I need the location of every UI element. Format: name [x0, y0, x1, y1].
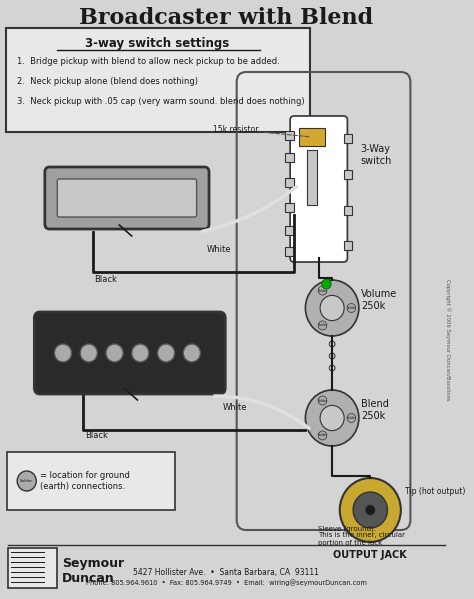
- Text: 5427 Hollister Ave.  •  Santa Barbara, CA  93111: 5427 Hollister Ave. • Santa Barbara, CA …: [133, 568, 319, 577]
- Circle shape: [305, 280, 359, 336]
- Circle shape: [353, 492, 387, 528]
- Text: Solder: Solder: [346, 306, 356, 310]
- Circle shape: [157, 344, 174, 362]
- Circle shape: [329, 341, 335, 347]
- Text: Phone: 805.964.9610  •  Fax: 805.964.9749  •  Email:  wiring@seymourDuncan.com: Phone: 805.964.9610 • Fax: 805.964.9749 …: [86, 580, 366, 586]
- Circle shape: [55, 344, 72, 362]
- Circle shape: [320, 406, 344, 431]
- Text: Volume
250k: Volume 250k: [361, 289, 397, 311]
- Circle shape: [318, 396, 327, 405]
- Circle shape: [340, 478, 401, 542]
- Bar: [8, 548, 57, 588]
- Circle shape: [322, 279, 331, 289]
- Circle shape: [320, 295, 344, 320]
- Bar: [285, 153, 294, 162]
- Text: Solder: Solder: [346, 416, 356, 420]
- Text: 2.  Neck pickup alone (blend does nothing): 2. Neck pickup alone (blend does nothing…: [17, 77, 198, 86]
- Bar: [344, 134, 352, 143]
- Text: OUTPUT JACK: OUTPUT JACK: [333, 550, 407, 560]
- Text: Solder: Solder: [20, 479, 33, 483]
- FancyBboxPatch shape: [290, 116, 347, 262]
- Text: Blend
250k: Blend 250k: [361, 399, 389, 421]
- Circle shape: [318, 286, 327, 295]
- Bar: [285, 178, 294, 187]
- Text: Sleeve (ground).
This is the inner, circular
portion of the jack: Sleeve (ground). This is the inner, circ…: [318, 525, 405, 546]
- Bar: [285, 203, 294, 212]
- Text: Solder: Solder: [318, 323, 328, 328]
- Text: Seymour
Duncan: Seymour Duncan: [62, 557, 124, 585]
- FancyBboxPatch shape: [57, 179, 197, 217]
- FancyBboxPatch shape: [45, 167, 209, 229]
- Circle shape: [329, 353, 335, 359]
- Bar: [285, 131, 294, 140]
- Circle shape: [365, 505, 375, 515]
- Circle shape: [132, 344, 149, 362]
- Bar: [344, 170, 352, 179]
- Circle shape: [318, 431, 327, 440]
- Circle shape: [106, 344, 123, 362]
- Text: 3-way switch settings: 3-way switch settings: [85, 38, 229, 50]
- Text: White: White: [207, 245, 232, 254]
- Text: 3.  Neck pickup with .05 cap (very warm sound. blend does nothing): 3. Neck pickup with .05 cap (very warm s…: [17, 98, 305, 107]
- Text: Copyright © 2006 Seymour Duncan/Basslines: Copyright © 2006 Seymour Duncan/Bassline…: [445, 279, 450, 401]
- Circle shape: [347, 304, 356, 313]
- FancyBboxPatch shape: [34, 312, 225, 394]
- Circle shape: [17, 471, 36, 491]
- Bar: [307, 150, 317, 205]
- Text: White: White: [222, 403, 247, 412]
- Circle shape: [305, 390, 359, 446]
- Text: Black: Black: [85, 431, 108, 440]
- Bar: [344, 241, 352, 250]
- Bar: [299, 128, 326, 146]
- Text: Black: Black: [94, 275, 118, 284]
- Text: Solder: Solder: [318, 289, 328, 292]
- Text: Tip (hot output): Tip (hot output): [405, 488, 465, 497]
- Text: 1.  Bridge pickup with blend to allow neck pickup to be added.: 1. Bridge pickup with blend to allow nec…: [17, 58, 280, 66]
- Text: Broadcaster with Blend: Broadcaster with Blend: [79, 7, 373, 29]
- Bar: [344, 205, 352, 214]
- FancyBboxPatch shape: [7, 452, 174, 510]
- Text: = location for ground
(earth) connections.: = location for ground (earth) connection…: [40, 471, 130, 491]
- FancyBboxPatch shape: [6, 28, 310, 132]
- Text: 3-Way
switch: 3-Way switch: [361, 144, 392, 166]
- Bar: [285, 226, 294, 235]
- Circle shape: [329, 365, 335, 371]
- Circle shape: [80, 344, 97, 362]
- Text: 15k resistor: 15k resistor: [213, 125, 310, 137]
- Circle shape: [347, 413, 356, 422]
- Circle shape: [318, 321, 327, 330]
- Bar: [285, 247, 294, 256]
- Circle shape: [183, 344, 201, 362]
- Text: Solder: Solder: [318, 398, 328, 403]
- Text: Solder: Solder: [318, 434, 328, 437]
